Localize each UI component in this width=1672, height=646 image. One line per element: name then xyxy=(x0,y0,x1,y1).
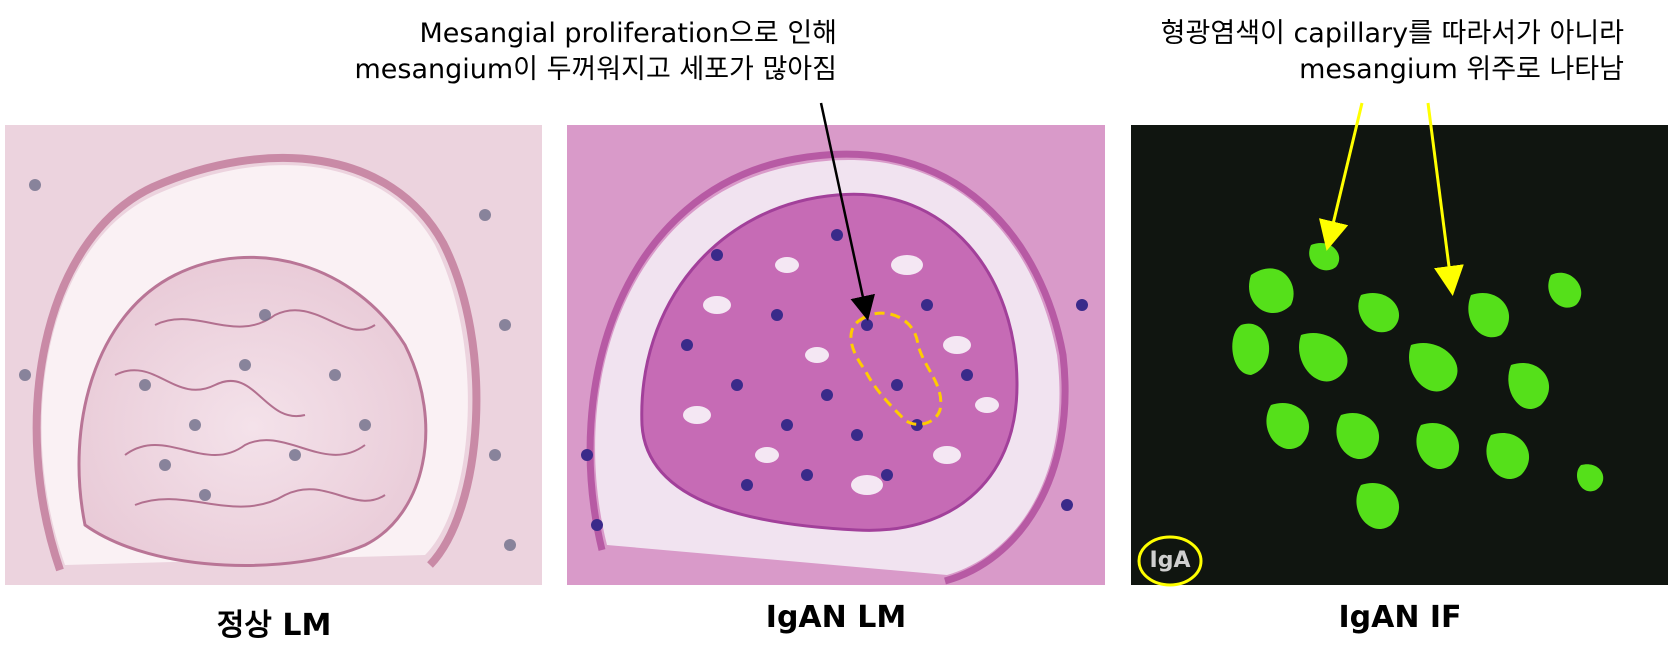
lm-annotation: Mesangial proliferation으로 인해 mesangium이 … xyxy=(354,16,837,88)
igan-lm-image xyxy=(567,125,1105,585)
lm-annotation-line1: Mesangial proliferation으로 인해 xyxy=(419,18,838,49)
if-annotation: 형광염색이 capillary를 따라서가 아니라 mesangium 위주로 … xyxy=(1161,16,1624,88)
caption-igan-if: IgAN IF xyxy=(1338,600,1462,635)
caption-normal-lm: 정상 LM xyxy=(216,608,332,643)
if-annotation-line1: 형광염색이 capillary를 따라서가 아니라 xyxy=(1160,18,1624,49)
normal-lm-image xyxy=(5,125,542,585)
igan-if-image xyxy=(1131,125,1668,585)
lm-annotation-line2: mesangium이 두꺼워지고 세포가 많아짐 xyxy=(354,54,837,85)
caption-igan-lm: IgAN LM xyxy=(765,600,907,635)
if-annotation-line2: mesangium 위주로 나타남 xyxy=(1299,54,1624,85)
iga-label: IgA xyxy=(1149,548,1191,573)
